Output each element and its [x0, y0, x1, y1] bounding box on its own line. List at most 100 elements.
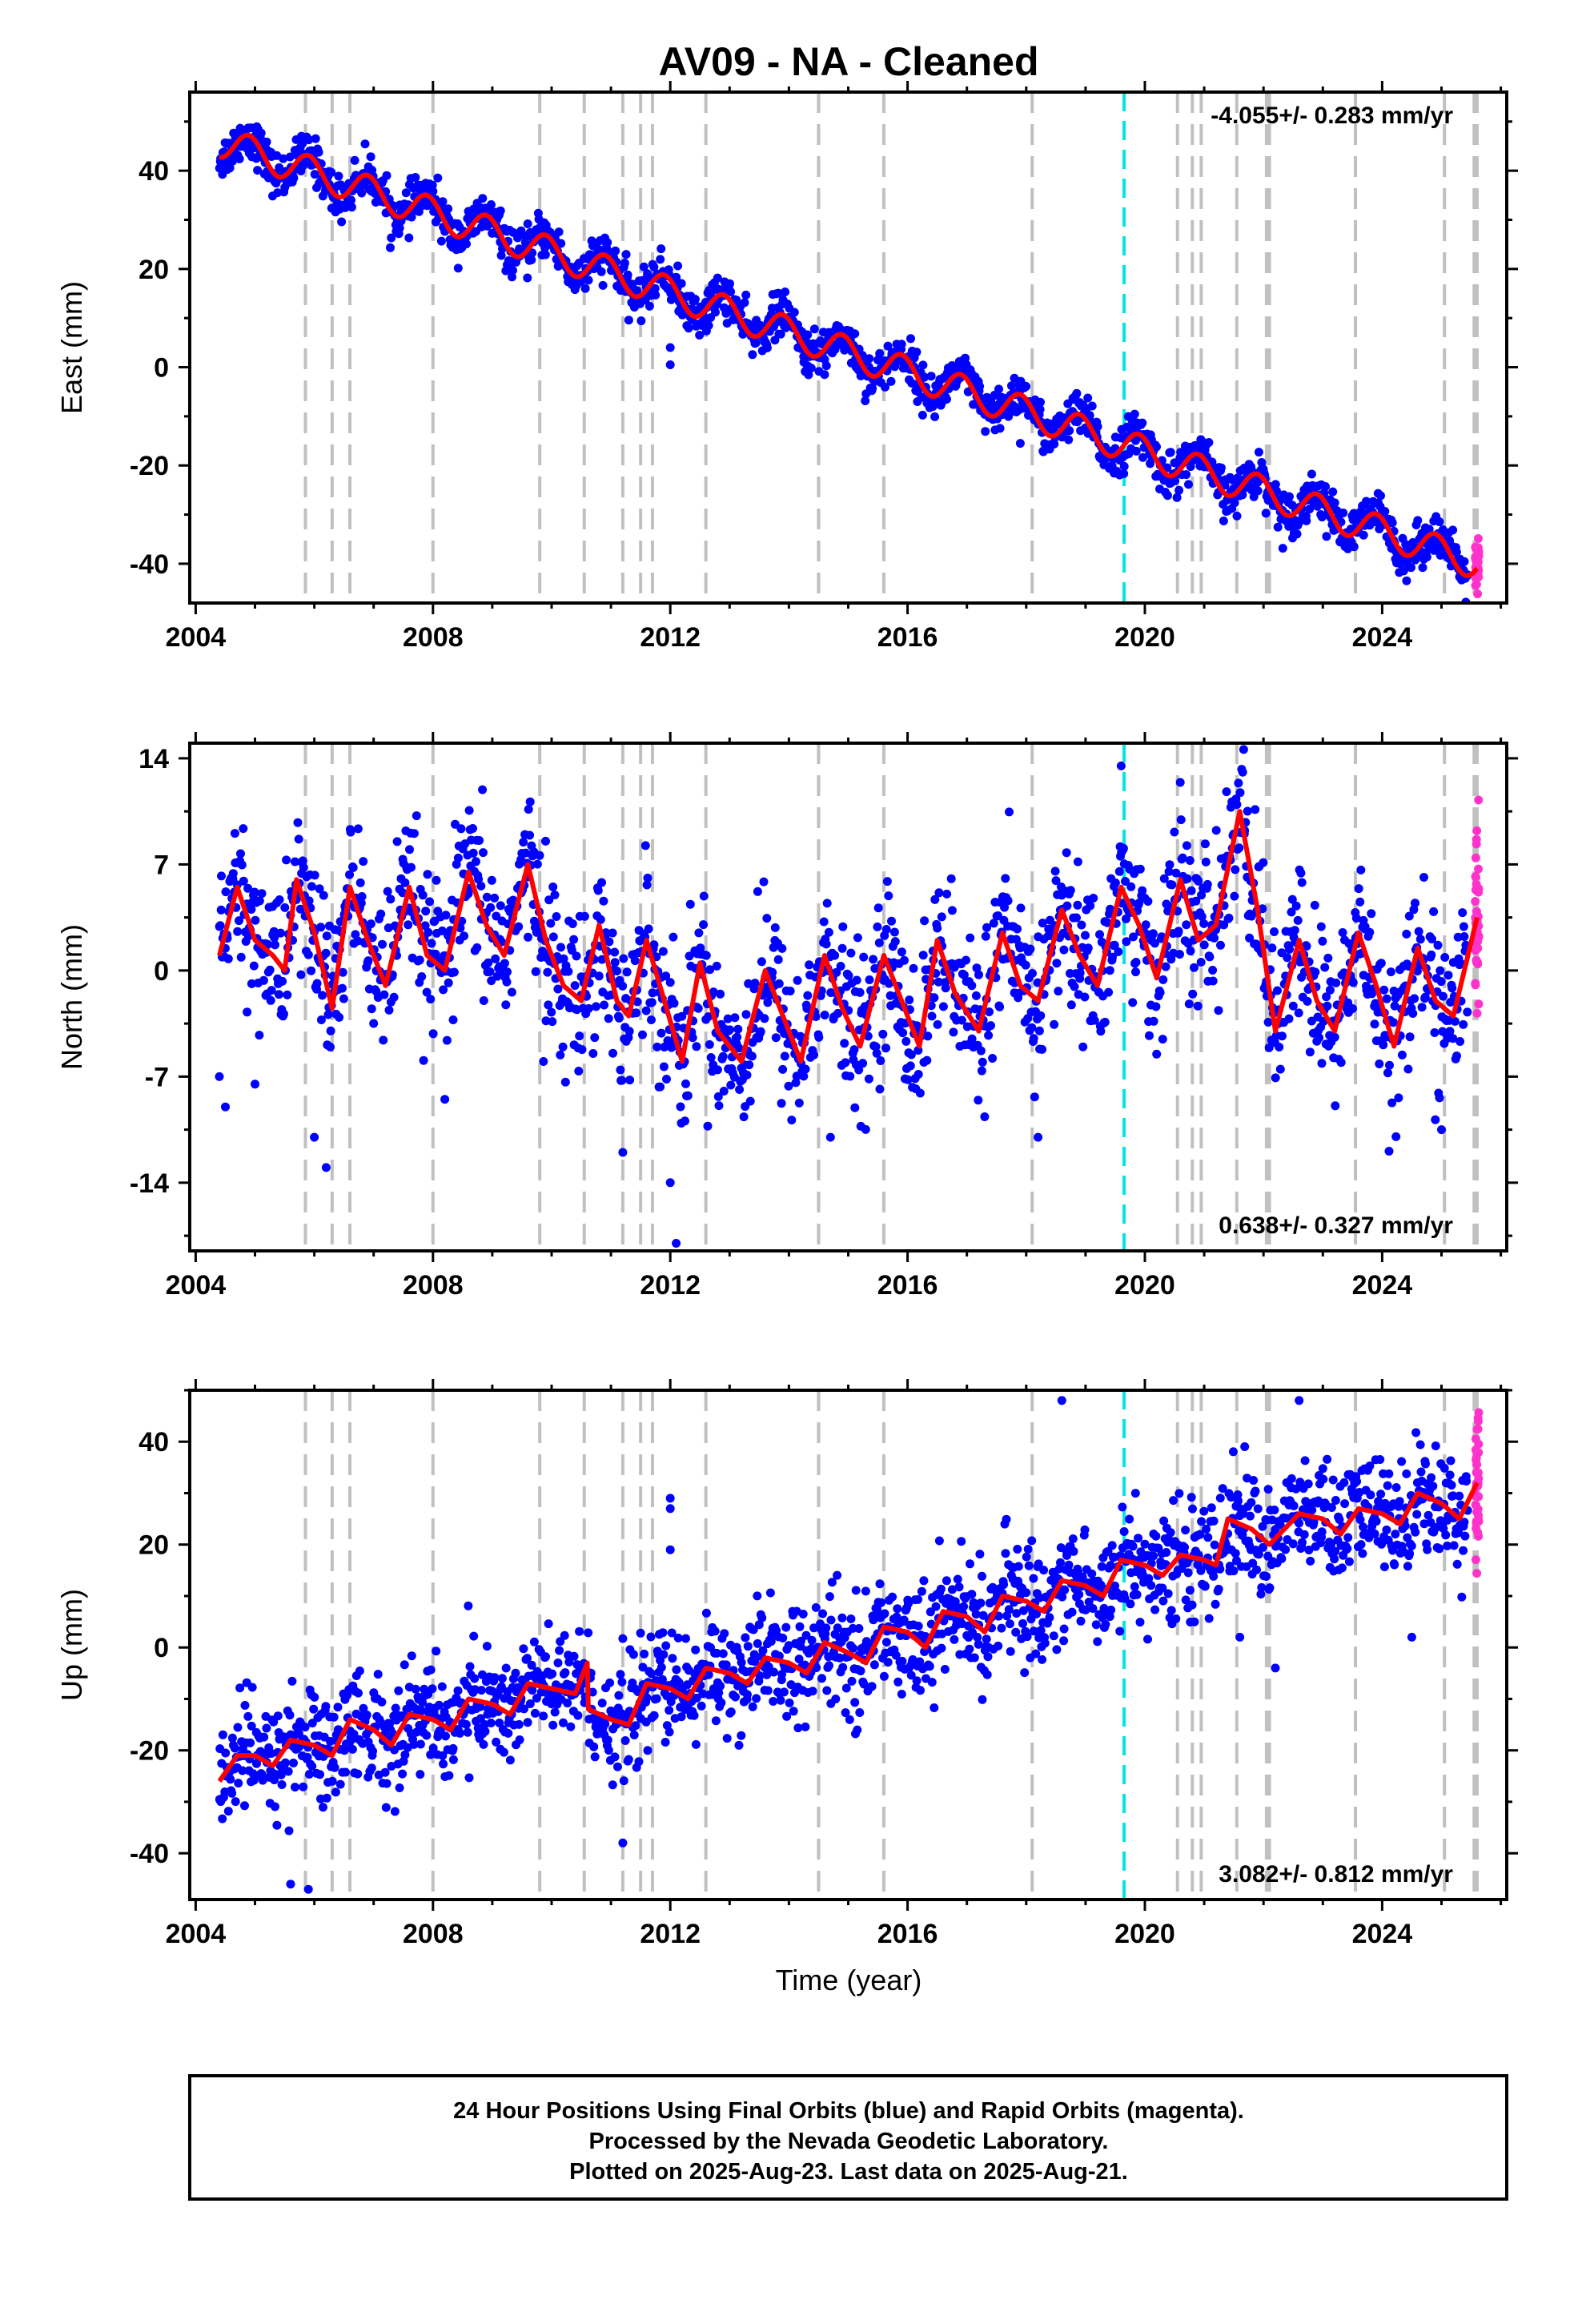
north-final-point [735, 1085, 745, 1094]
north-final-point [321, 948, 331, 958]
north-final-point [820, 1011, 829, 1019]
north-final-point [574, 1067, 584, 1076]
north-final-point [1447, 983, 1457, 993]
north-x-tick-label: 2020 [1114, 1270, 1175, 1301]
north-final-point [250, 887, 259, 897]
east-final-point [917, 410, 927, 420]
up-final-point [575, 1626, 584, 1636]
north-final-point [882, 877, 892, 887]
up-final-point [1135, 1618, 1145, 1627]
north-final-point [837, 943, 847, 953]
up-final-point [640, 1649, 649, 1659]
north-final-point [257, 889, 267, 899]
up-final-point [1115, 1626, 1125, 1636]
north-final-point [745, 1096, 755, 1106]
north-final-point [725, 1025, 734, 1035]
north-rapid-point [1471, 872, 1480, 881]
up-final-point [377, 1697, 387, 1707]
north-final-point [315, 884, 324, 894]
east-final-point [1130, 409, 1139, 419]
up-final-point [1080, 1525, 1090, 1534]
north-final-point [299, 862, 308, 872]
north-final-point [803, 991, 813, 1000]
up-final-point [455, 1728, 464, 1738]
north-final-point [962, 955, 970, 965]
north-final-point [1238, 767, 1247, 777]
north-final-point [1128, 998, 1138, 1007]
north-final-point [479, 848, 488, 858]
north-rapid-point [1471, 897, 1480, 907]
up-final-point [1060, 1585, 1070, 1594]
north-final-point [878, 1029, 888, 1039]
north-final-point [852, 975, 861, 985]
up-final-point [501, 1663, 511, 1673]
up-final-point [652, 1694, 661, 1703]
north-plot-area [215, 743, 1484, 1251]
north-final-point [1077, 920, 1086, 930]
north-final-point [1193, 1001, 1203, 1011]
up-final-point [1126, 1599, 1135, 1609]
up-final-point [486, 1719, 496, 1727]
east-final-point [1152, 442, 1161, 452]
north-final-point [1027, 1023, 1037, 1032]
north-final-point [547, 1007, 556, 1017]
up-final-point [453, 1686, 463, 1695]
north-final-point [496, 901, 505, 911]
up-final-point [464, 1601, 473, 1610]
north-final-point [502, 977, 512, 987]
up-final-point [769, 1667, 778, 1677]
north-final-point [1435, 966, 1445, 975]
north-final-point [838, 922, 848, 931]
up-final-point [825, 1661, 833, 1671]
east-final-point [382, 171, 391, 180]
up-final-point [395, 1783, 404, 1792]
north-final-point [1403, 1064, 1413, 1074]
north-final-point [1114, 947, 1123, 956]
north-rapid-point [1472, 826, 1482, 835]
up-final-point [1023, 1545, 1033, 1554]
north-final-point [933, 1019, 942, 1029]
east-final-point [1138, 418, 1147, 428]
north-final-point [1379, 1040, 1388, 1050]
east-final-point [751, 338, 761, 348]
north-final-point [1052, 959, 1062, 968]
east-x-tick-label: 2012 [640, 622, 701, 653]
north-final-point [1450, 1016, 1460, 1026]
east-final-point [1050, 440, 1059, 448]
north-final-point [422, 987, 432, 997]
north-final-point [482, 892, 492, 902]
east-final-point [886, 376, 896, 386]
up-final-point [976, 1598, 986, 1608]
north-final-point [859, 952, 869, 962]
north-final-point [249, 961, 259, 971]
north-final-point [1174, 927, 1183, 936]
east-final-point [603, 238, 612, 247]
up-final-point [936, 1584, 946, 1594]
up-final-point [691, 1645, 701, 1655]
north-final-point [468, 848, 478, 858]
north-final-point [1402, 929, 1411, 939]
north-final-point [1463, 1007, 1472, 1017]
east-final-point [1422, 553, 1431, 561]
up-final-point [341, 1767, 351, 1777]
up-plot-area [215, 1390, 1484, 1900]
east-final-point [357, 188, 367, 198]
north-final-point [521, 848, 530, 858]
north-final-point [239, 876, 248, 886]
east-final-point [235, 154, 244, 163]
up-final-point [1014, 1562, 1023, 1571]
north-final-point [235, 916, 243, 926]
north-final-point [1145, 1031, 1154, 1040]
up-final-point [722, 1734, 732, 1743]
north-final-point [881, 1043, 890, 1053]
north-final-point [322, 931, 331, 941]
north-final-point [1293, 915, 1303, 925]
up-final-point [851, 1586, 861, 1595]
east-final-point [789, 308, 799, 317]
north-final-point [1456, 1037, 1465, 1046]
east-final-point [337, 217, 347, 227]
up-final-point [482, 1642, 492, 1651]
east-final-point [1261, 509, 1271, 518]
north-rapid-point [1472, 834, 1481, 844]
up-final-point [869, 1660, 879, 1670]
